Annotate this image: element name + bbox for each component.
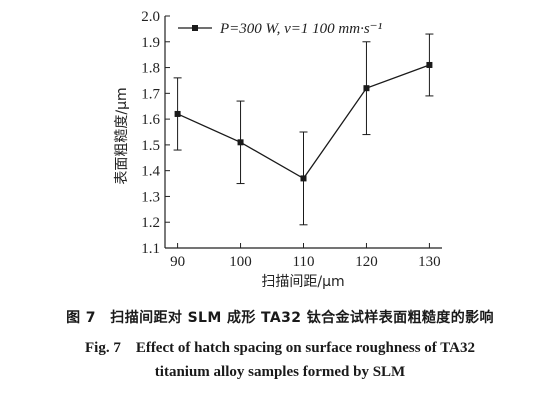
data-point [426,61,433,68]
x-tick-label: 110 [293,254,315,270]
y-tick-label: 1.7 [141,86,160,102]
data-point [363,85,370,92]
x-tick-label: 120 [355,254,378,270]
data-point [174,110,181,117]
legend: P=300 W, v=1 100 mm·s⁻¹ [178,21,383,37]
y-tick-label: 1.3 [141,189,160,205]
y-axis-title: 表面粗糙度/μm [114,87,130,184]
series-markers [174,61,433,182]
chart: 1.1 1.2 1.3 1.4 1.5 1.6 1.7 1.8 1.9 2.0 90 100 110 12… [114,9,442,290]
y-tick-label: 1.1 [141,241,160,257]
legend-marker [192,25,198,31]
y-tick-label: 1.9 [141,35,160,51]
y-tick-label: 1.6 [141,112,160,128]
data-point [300,175,307,182]
figure-caption-english-line1: Fig. 7 Effect of hatch spacing on surfac… [84,340,475,356]
figure-caption-chinese: 图 7 扫描间距对 SLM 成形 TA32 钛合金试样表面粗糙度的影响 [66,310,494,326]
y-tick-label: 1.2 [141,215,160,231]
x-tick-label: 130 [418,254,441,270]
y-tick-label: 1.4 [141,164,160,180]
y-tick-label: 1.5 [141,138,160,154]
y-tick-label: 2.0 [141,9,160,25]
x-tick-label: 100 [229,254,252,270]
chart-ticks: 1.1 1.2 1.3 1.4 1.5 1.6 1.7 1.8 1.9 2.0 90 100 110 12… [141,9,440,270]
legend-label: P=300 W, v=1 100 mm·s⁻¹ [219,21,383,37]
x-tick-label: 90 [170,254,185,270]
data-point [237,139,244,146]
figure-caption-english-line2: titanium alloy samples formed by SLM [154,364,406,380]
x-axis-title: 扫描间距/μm [261,274,344,290]
y-tick-label: 1.8 [141,61,160,77]
